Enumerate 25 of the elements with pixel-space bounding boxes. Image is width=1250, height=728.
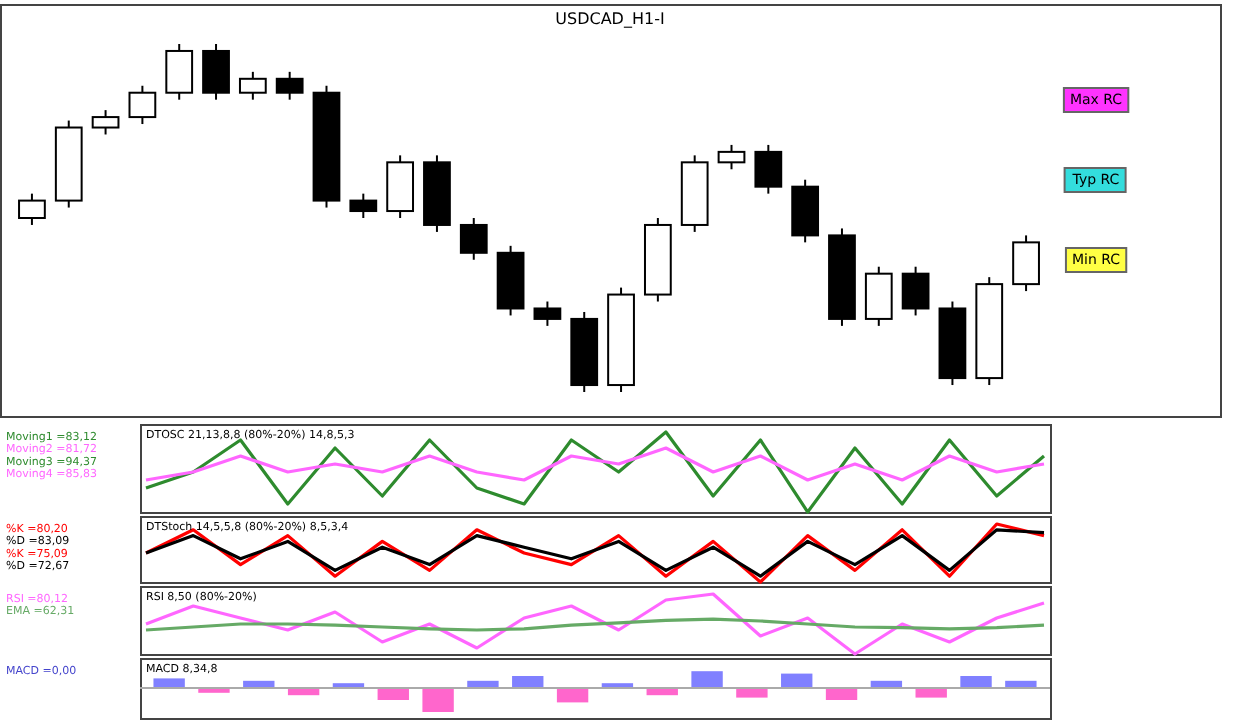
candlestick <box>275 70 304 101</box>
bar <box>153 678 185 688</box>
bar <box>915 688 947 698</box>
candlestick <box>717 143 746 171</box>
candlestick <box>165 43 194 101</box>
candlestick <box>91 109 120 136</box>
candlestick <box>202 43 230 101</box>
candlestick <box>864 265 893 327</box>
chart-title: USDCAD_H1-I <box>555 10 665 28</box>
candlestick <box>901 265 930 317</box>
bar <box>422 688 454 712</box>
bar <box>960 676 992 688</box>
candlestick <box>459 217 488 261</box>
bar <box>825 688 858 700</box>
candlestick <box>1012 234 1040 293</box>
candlestick <box>533 300 562 327</box>
candlestick <box>754 143 783 195</box>
candlestick <box>128 84 157 126</box>
candlestick <box>238 70 267 101</box>
candlestick <box>18 192 46 226</box>
bar <box>691 671 723 688</box>
candlestick <box>349 192 378 219</box>
bar <box>512 676 544 688</box>
bar <box>736 688 768 698</box>
bar <box>377 688 409 700</box>
